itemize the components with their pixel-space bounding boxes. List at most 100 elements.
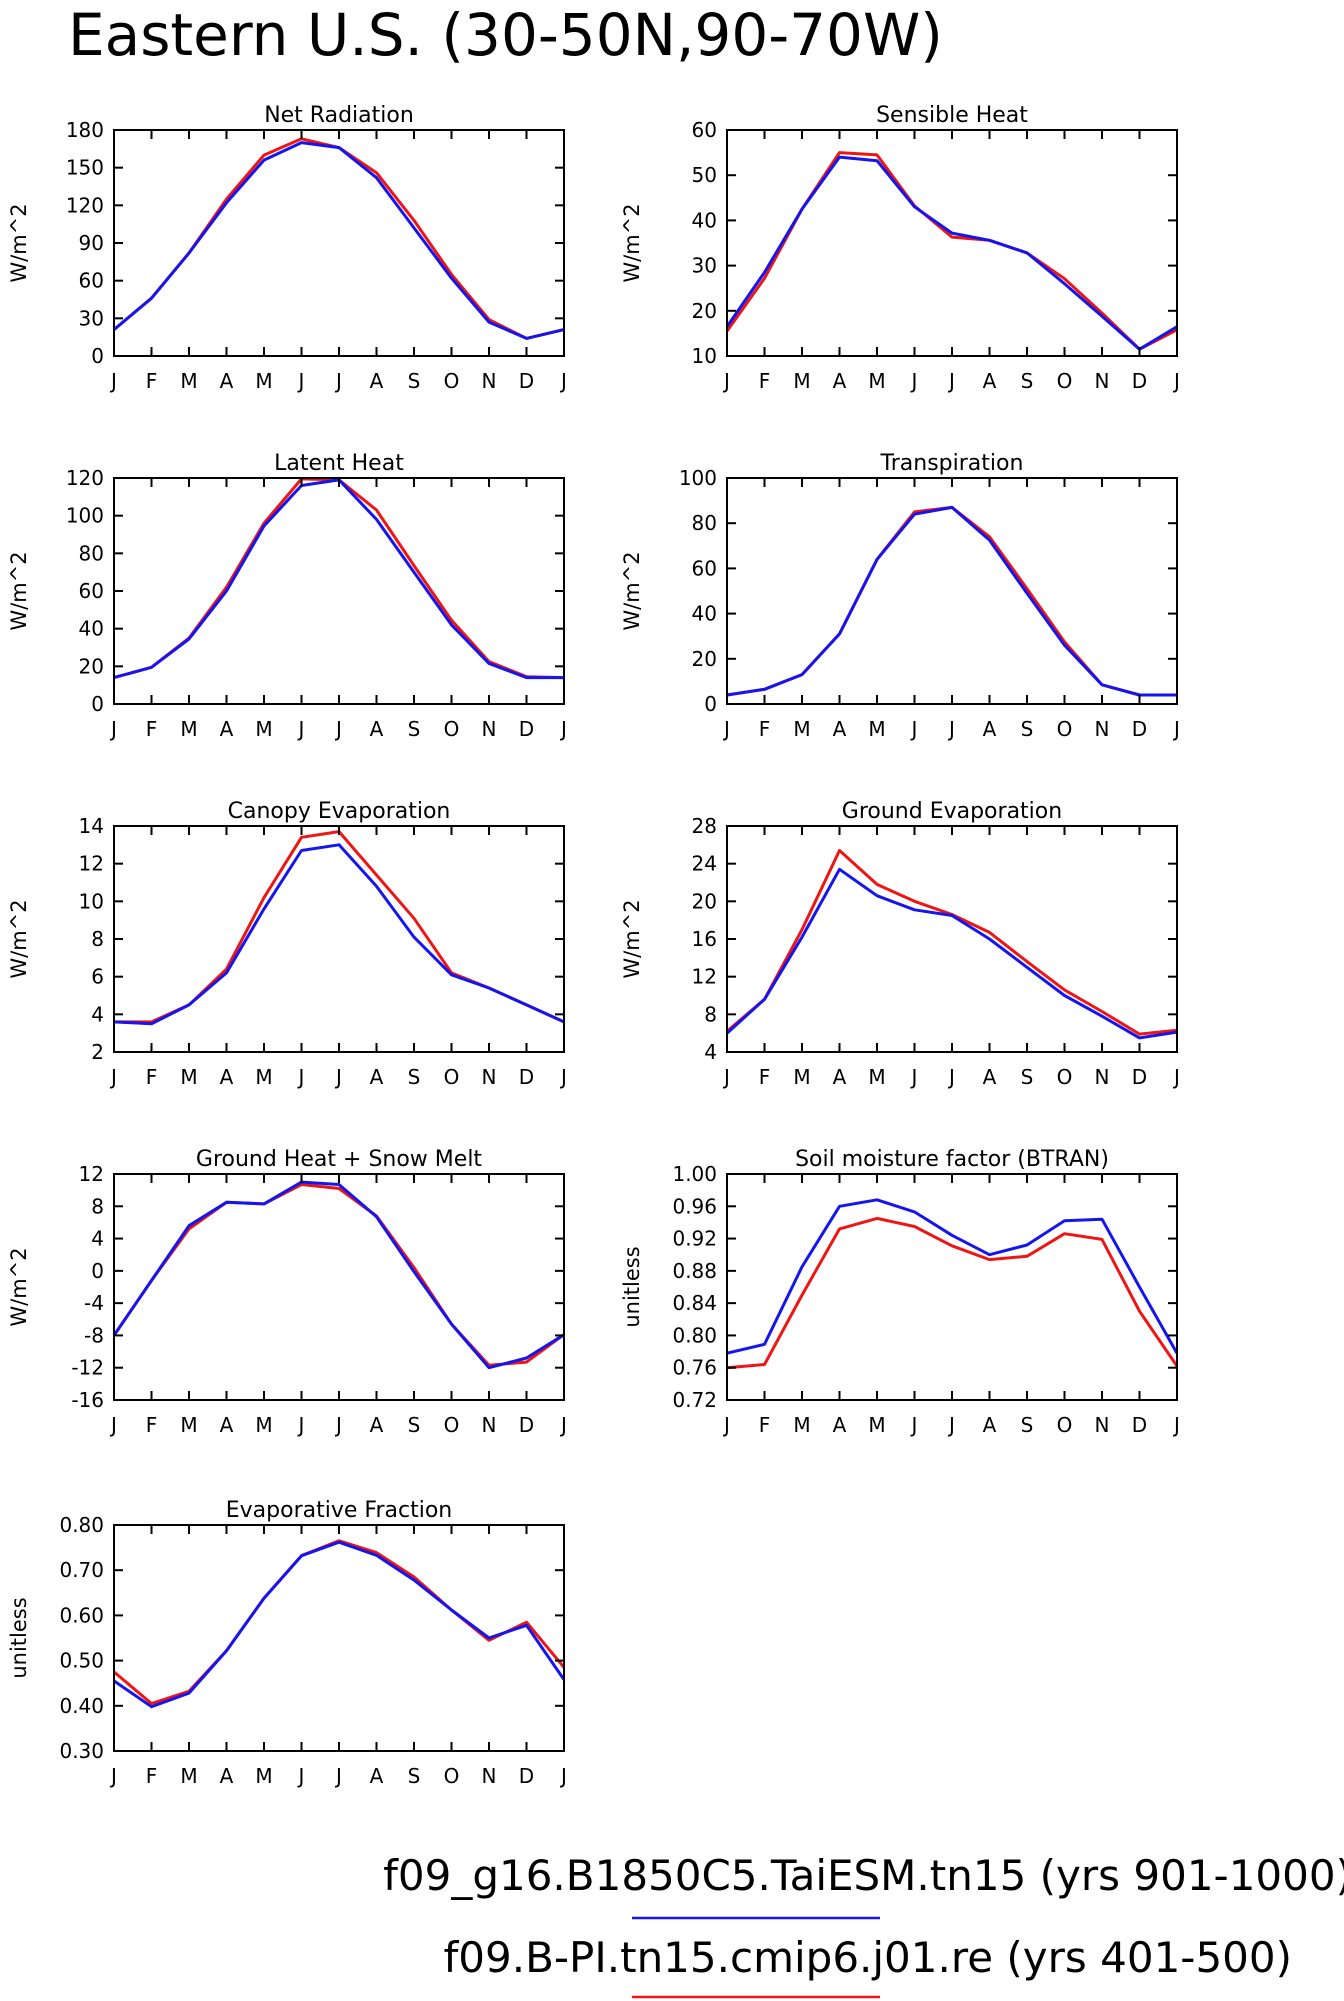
x-tick-label: J bbox=[947, 1413, 955, 1437]
x-tick-label: O bbox=[1057, 1065, 1073, 1089]
x-tick-label: M bbox=[868, 369, 885, 393]
y-axis-label: W/m^2 bbox=[620, 551, 644, 630]
x-tick-label: O bbox=[444, 1065, 460, 1089]
chart-title: Net Radiation bbox=[264, 103, 414, 128]
figure-title: Eastern U.S. (30-50N,90-70W) bbox=[68, 1, 943, 69]
y-tick-label: 0.60 bbox=[59, 1603, 104, 1627]
chart-transpiration: J F M A M J J A S O N D J020406080100TranspirationW/… bbox=[620, 451, 1180, 741]
y-tick-label: 180 bbox=[66, 118, 104, 142]
x-tick-label: F bbox=[759, 369, 771, 393]
x-tick-label: J bbox=[722, 1413, 730, 1437]
y-tick-label: 100 bbox=[66, 504, 104, 528]
y-tick-label: 0.40 bbox=[59, 1694, 104, 1718]
y-tick-label: 100 bbox=[679, 466, 717, 490]
y-tick-label: 40 bbox=[79, 617, 104, 641]
x-tick-label: D bbox=[1132, 717, 1147, 741]
x-tick-label: S bbox=[1021, 1065, 1034, 1089]
chart-evaporative-fraction: J F M A M J J A S O N D J0.300.400.500.600.700.80Eva… bbox=[7, 1498, 567, 1788]
x-tick-label: F bbox=[759, 717, 771, 741]
y-axis-label: W/m^2 bbox=[7, 899, 31, 978]
series-line-taiesm bbox=[112, 1180, 565, 1370]
y-tick-label: 0.96 bbox=[672, 1194, 717, 1218]
y-tick-label: 4 bbox=[704, 1040, 717, 1064]
x-tick-label: A bbox=[220, 1764, 234, 1788]
x-tick-label: A bbox=[220, 1413, 234, 1437]
x-tick-label: S bbox=[408, 1413, 421, 1437]
y-tick-label: 80 bbox=[692, 511, 717, 535]
y-tick-label: 60 bbox=[79, 269, 104, 293]
chart-title: Sensible Heat bbox=[876, 103, 1028, 128]
x-tick-label: O bbox=[1057, 1413, 1073, 1437]
x-tick-label: O bbox=[444, 1764, 460, 1788]
chart-title: Ground Evaporation bbox=[842, 799, 1062, 824]
x-tick-label: A bbox=[833, 717, 847, 741]
x-tick-label: J bbox=[722, 717, 730, 741]
x-tick-label: N bbox=[482, 369, 497, 393]
series-line-cmip6 bbox=[726, 1216, 1179, 1370]
x-tick-label: A bbox=[370, 369, 384, 393]
y-tick-label: 20 bbox=[79, 654, 104, 678]
x-tick-label: M bbox=[793, 1065, 810, 1089]
y-axis-label: unitless bbox=[620, 1246, 644, 1327]
chart-title: Transpiration bbox=[880, 451, 1024, 476]
x-tick-label: S bbox=[408, 1764, 421, 1788]
x-tick-label: J bbox=[559, 1413, 567, 1437]
x-tick-label: J bbox=[947, 1065, 955, 1089]
x-tick-label: M bbox=[793, 717, 810, 741]
y-tick-label: 0.80 bbox=[672, 1323, 717, 1347]
y-tick-label: 30 bbox=[692, 254, 717, 278]
x-tick-label: F bbox=[759, 1413, 771, 1437]
x-tick-label: J bbox=[109, 717, 117, 741]
y-tick-label: 16 bbox=[692, 927, 717, 951]
y-tick-label: 0.88 bbox=[672, 1259, 717, 1283]
x-tick-label: J bbox=[109, 369, 117, 393]
y-tick-label: 10 bbox=[79, 889, 104, 913]
legend-label-cmip6: f09.B-PI.tn15.cmip6.j01.re (yrs 401-500) bbox=[443, 1933, 1292, 1982]
x-tick-label: A bbox=[983, 369, 997, 393]
y-tick-label: 0.92 bbox=[672, 1227, 717, 1251]
x-tick-label: O bbox=[444, 1413, 460, 1437]
y-tick-label: 12 bbox=[79, 852, 104, 876]
y-tick-label: 20 bbox=[692, 647, 717, 671]
y-axis-label: unitless bbox=[7, 1597, 31, 1678]
series-line-cmip6 bbox=[112, 1183, 565, 1367]
y-tick-label: 90 bbox=[79, 231, 104, 255]
y-tick-label: 20 bbox=[692, 299, 717, 323]
x-tick-label: J bbox=[109, 1065, 117, 1089]
x-tick-label: M bbox=[868, 1413, 885, 1437]
y-tick-label: 8 bbox=[704, 1002, 717, 1026]
x-tick-label: J bbox=[297, 369, 305, 393]
x-tick-label: M bbox=[868, 1065, 885, 1089]
x-tick-label: S bbox=[408, 1065, 421, 1089]
x-tick-label: J bbox=[559, 369, 567, 393]
y-tick-label: 0 bbox=[91, 344, 104, 368]
x-tick-label: J bbox=[297, 1764, 305, 1788]
x-tick-label: S bbox=[1021, 369, 1034, 393]
x-tick-label: J bbox=[297, 1413, 305, 1437]
x-tick-label: N bbox=[482, 717, 497, 741]
series-line-cmip6 bbox=[726, 849, 1178, 1036]
x-tick-label: F bbox=[146, 1065, 158, 1089]
x-tick-label: A bbox=[833, 1065, 847, 1089]
x-tick-label: A bbox=[370, 1764, 384, 1788]
y-tick-label: 150 bbox=[66, 156, 104, 180]
x-tick-label: A bbox=[983, 1413, 997, 1437]
x-tick-label: J bbox=[334, 717, 342, 741]
y-tick-label: 12 bbox=[79, 1162, 104, 1186]
x-tick-label: J bbox=[910, 1065, 918, 1089]
x-tick-label: F bbox=[146, 717, 158, 741]
x-tick-label: J bbox=[910, 1413, 918, 1437]
plot-frame bbox=[113, 477, 565, 705]
chart-title: Soil moisture factor (BTRAN) bbox=[795, 1147, 1109, 1172]
x-tick-label: A bbox=[220, 1065, 234, 1089]
x-tick-label: O bbox=[1057, 369, 1073, 393]
y-tick-label: 6 bbox=[91, 965, 104, 989]
y-tick-label: -12 bbox=[71, 1356, 104, 1380]
x-tick-label: O bbox=[1057, 717, 1073, 741]
x-tick-label: A bbox=[220, 369, 234, 393]
series-line-taiesm bbox=[726, 505, 1177, 697]
y-axis-label: W/m^2 bbox=[7, 203, 31, 282]
